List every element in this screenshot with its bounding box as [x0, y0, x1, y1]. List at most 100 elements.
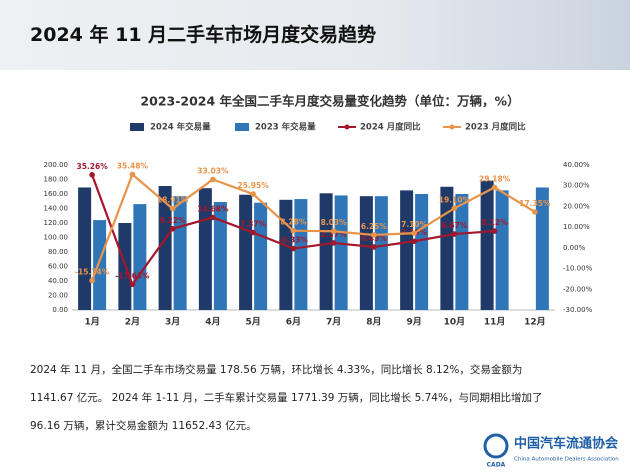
header: 2024 年 11 月二手车市场月度交易趋势 [0, 0, 630, 70]
logo-subtext: China Automobile Dealers Association [514, 457, 619, 463]
line-point [371, 232, 377, 238]
data-label: 14.68% [197, 204, 229, 213]
y-tick-label: 20.00 [48, 292, 68, 300]
bar [93, 220, 107, 310]
data-label: 6.25% [361, 222, 388, 231]
y2-tick-label: 10.00% [563, 223, 590, 231]
line-point [290, 245, 297, 252]
x-tick-label: 3月 [165, 317, 180, 328]
bar [319, 193, 333, 310]
bar [495, 190, 509, 310]
line-point [169, 225, 176, 232]
data-label: 9.22% [160, 216, 187, 225]
chart: 2023-2024 年全国二手车月度交易量变化趋势（单位：万辆，%） 0.00 2… [44, 94, 593, 328]
y2-tick-label: 20.00% [563, 202, 590, 210]
bar [359, 196, 373, 310]
x-tick-label: 7月 [326, 317, 341, 328]
x-tick-label: 8月 [366, 317, 381, 328]
line-point [491, 184, 498, 191]
body-line: 96.16 万辆，累计交易金额为 11652.43 亿元。 [30, 420, 257, 432]
y-tick-label: 80.00 [48, 248, 68, 256]
logo-text: 中国汽车流通协会 [514, 436, 619, 452]
y2-tick-label: -30.00% [563, 306, 593, 314]
y2-tick-label: 0.00% [563, 244, 586, 252]
y-tick-label: 120.00 [44, 219, 69, 227]
line-point [169, 205, 176, 212]
body-line: 1141.67 亿元。 2024 年 1-11 月，二手车累计交易量 1771.… [30, 392, 543, 404]
bar [480, 180, 494, 310]
y-tick-label: 140.00 [44, 205, 69, 213]
data-label: 0.43% [361, 234, 388, 243]
y2-tick-label: 40.00% [563, 161, 590, 169]
data-label: 8.28% [280, 218, 307, 227]
data-label: 6.67% [441, 221, 468, 230]
bar [440, 186, 454, 310]
bar [415, 194, 429, 310]
line-point [250, 229, 256, 236]
x-tick-label: 6月 [286, 317, 301, 328]
data-label: 19.10% [439, 195, 471, 204]
y-tick-label: 180.00 [44, 176, 69, 184]
data-label: 2.37% [321, 230, 348, 239]
data-label: -15.74% [75, 267, 110, 276]
line-point [210, 176, 216, 183]
line-point [330, 228, 337, 235]
bar [254, 202, 268, 310]
bar [455, 194, 469, 310]
data-label: 18.91% [157, 196, 189, 205]
data-label: 8.03% [321, 218, 348, 227]
line-point [532, 209, 538, 215]
bar [78, 187, 92, 310]
line-point [129, 171, 136, 178]
line-point [451, 205, 458, 212]
line-point [371, 244, 377, 250]
logo: CADA 中国汽车流通协会 China Automobile Dealers A… [483, 433, 619, 469]
legend-label: 2023 月度同比 [465, 122, 526, 133]
bar [239, 194, 253, 310]
bar [374, 196, 388, 310]
line-point [411, 238, 417, 245]
line-series [91, 172, 536, 281]
line-point [89, 172, 95, 178]
legend-swatch [235, 123, 249, 131]
data-label: 7.37% [240, 220, 267, 229]
line-point [491, 228, 498, 234]
y-tick-label: 40.00 [48, 277, 68, 285]
y-tick-label: 160.00 [44, 190, 69, 198]
legend-swatch [449, 124, 455, 130]
y2-tick-label: -20.00% [563, 285, 593, 293]
header-title: 2024 年 11 月二手车市场月度交易趋势 [30, 24, 377, 46]
x-tick-label: 5月 [245, 317, 260, 328]
legend-label: 2024 月度同比 [360, 122, 421, 133]
y-tick-label: 200.00 [44, 161, 69, 169]
logo-mark: CADA [487, 462, 506, 469]
bar [279, 199, 293, 310]
bar [133, 204, 147, 310]
data-label: 17.35% [519, 199, 551, 208]
y2-tick-label: 30.00% [563, 182, 590, 190]
line-point [89, 277, 95, 284]
body-line: 2024 年 11 月，全国二手车市场交易量 178.56 万辆，环比增长 4.… [30, 364, 523, 376]
logo-icon [483, 433, 509, 459]
line-point [290, 227, 297, 234]
line-point [411, 230, 417, 236]
bar [173, 196, 187, 310]
legend-label: 2024 年交易量 [150, 122, 211, 133]
x-tick-label: 10月 [444, 317, 466, 328]
x-tick-label: 11月 [484, 317, 506, 328]
bar [400, 190, 414, 310]
bar [535, 187, 549, 310]
line-point [129, 281, 136, 288]
bar [294, 199, 308, 310]
legend-swatch [130, 123, 144, 131]
x-tick-label: 1月 [84, 317, 99, 328]
bar [334, 195, 348, 310]
x-tick-label: 4月 [205, 317, 220, 328]
x-tick-label: 2月 [125, 317, 140, 328]
line-point [210, 214, 216, 221]
data-label: -0.33% [279, 236, 309, 245]
data-label: 7.10% [401, 220, 428, 229]
chart-title: 2023-2024 年全国二手车月度交易量变化趋势（单位：万辆，%） [140, 94, 519, 109]
y-tick-label: 60.00 [48, 263, 68, 271]
